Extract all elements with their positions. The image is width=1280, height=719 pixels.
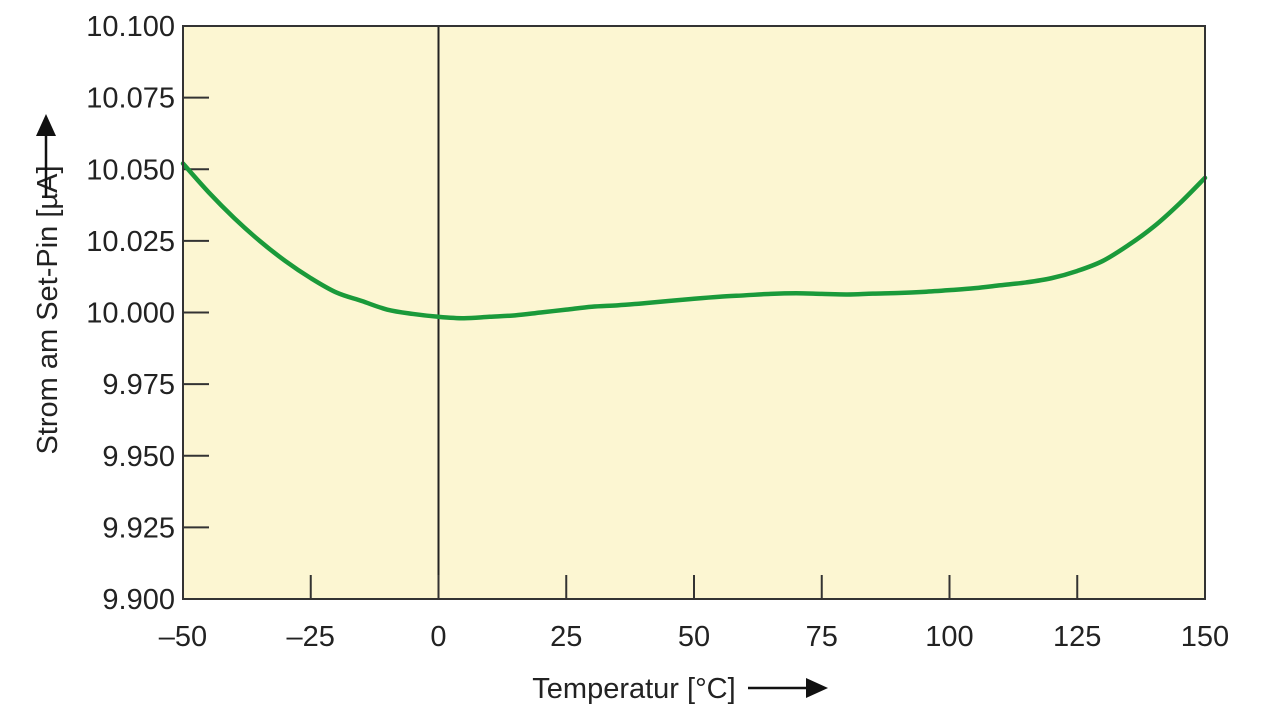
x-tick-label: 125 [1053,621,1101,653]
plot-area [183,26,1205,599]
x-tick-label: 100 [925,621,973,653]
x-tick-label: –25 [287,621,335,653]
x-tick-label: 50 [678,621,710,653]
x-axis-arrow [748,678,828,698]
y-tick-label: 9.950 [102,441,175,473]
plot-frame [182,25,1206,600]
y-tick-label: 10.075 [86,83,175,115]
x-tick-label: 25 [550,621,582,653]
y-tick-label: 10.050 [86,154,175,186]
y-tick-label: 10.100 [86,11,175,43]
y-tick-label: 9.975 [102,369,175,401]
x-tick-label: –50 [159,621,207,653]
x-tick-label: 75 [806,621,838,653]
x-tick-label: 150 [1181,621,1229,653]
x-tick-label: 0 [430,621,446,653]
y-axis-label: Strom am Set-Pin [µA] [32,165,64,454]
x-axis-label: Temperatur [°C] [532,673,735,705]
y-tick-label: 10.000 [86,298,175,330]
y-tick-label: 9.925 [102,512,175,544]
y-tick-label: 9.900 [102,584,175,616]
series-line [180,161,1208,321]
y-tick-label: 10.025 [86,226,175,258]
y-axis-arrow [36,114,56,198]
